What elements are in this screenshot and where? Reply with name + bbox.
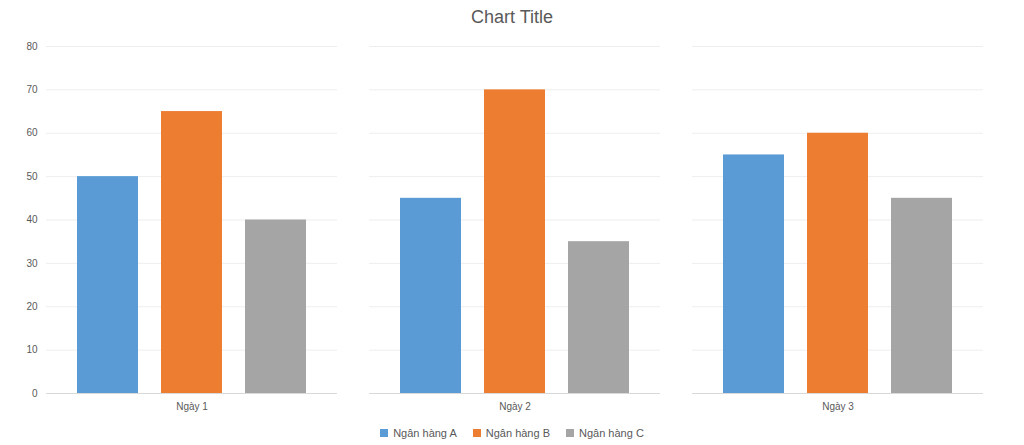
svg-text:70: 70	[26, 84, 38, 95]
svg-text:50: 50	[26, 171, 38, 182]
svg-text:20: 20	[26, 301, 38, 312]
html-text:Ngân hàng B: Ngân hàng B	[485, 427, 550, 439]
html-text:Chart Title: Chart Title	[471, 7, 553, 27]
svg-text:40: 40	[26, 214, 38, 225]
svg-text:Ngày 3: Ngày 3	[822, 401, 854, 412]
svg-text:10: 10	[26, 344, 38, 355]
svg-text:30: 30	[26, 258, 38, 269]
html-text:Ngân hàng C: Ngân hàng C	[579, 427, 644, 439]
svg-text:Ngày 1: Ngày 1	[176, 401, 208, 412]
svg-text:0: 0	[32, 388, 38, 399]
svg-text:80: 80	[26, 41, 38, 52]
svg-text:Ngày 2: Ngày 2	[499, 401, 531, 412]
html-text:Ngân hàng A: Ngân hàng A	[393, 427, 457, 439]
svg-text:60: 60	[26, 127, 38, 138]
